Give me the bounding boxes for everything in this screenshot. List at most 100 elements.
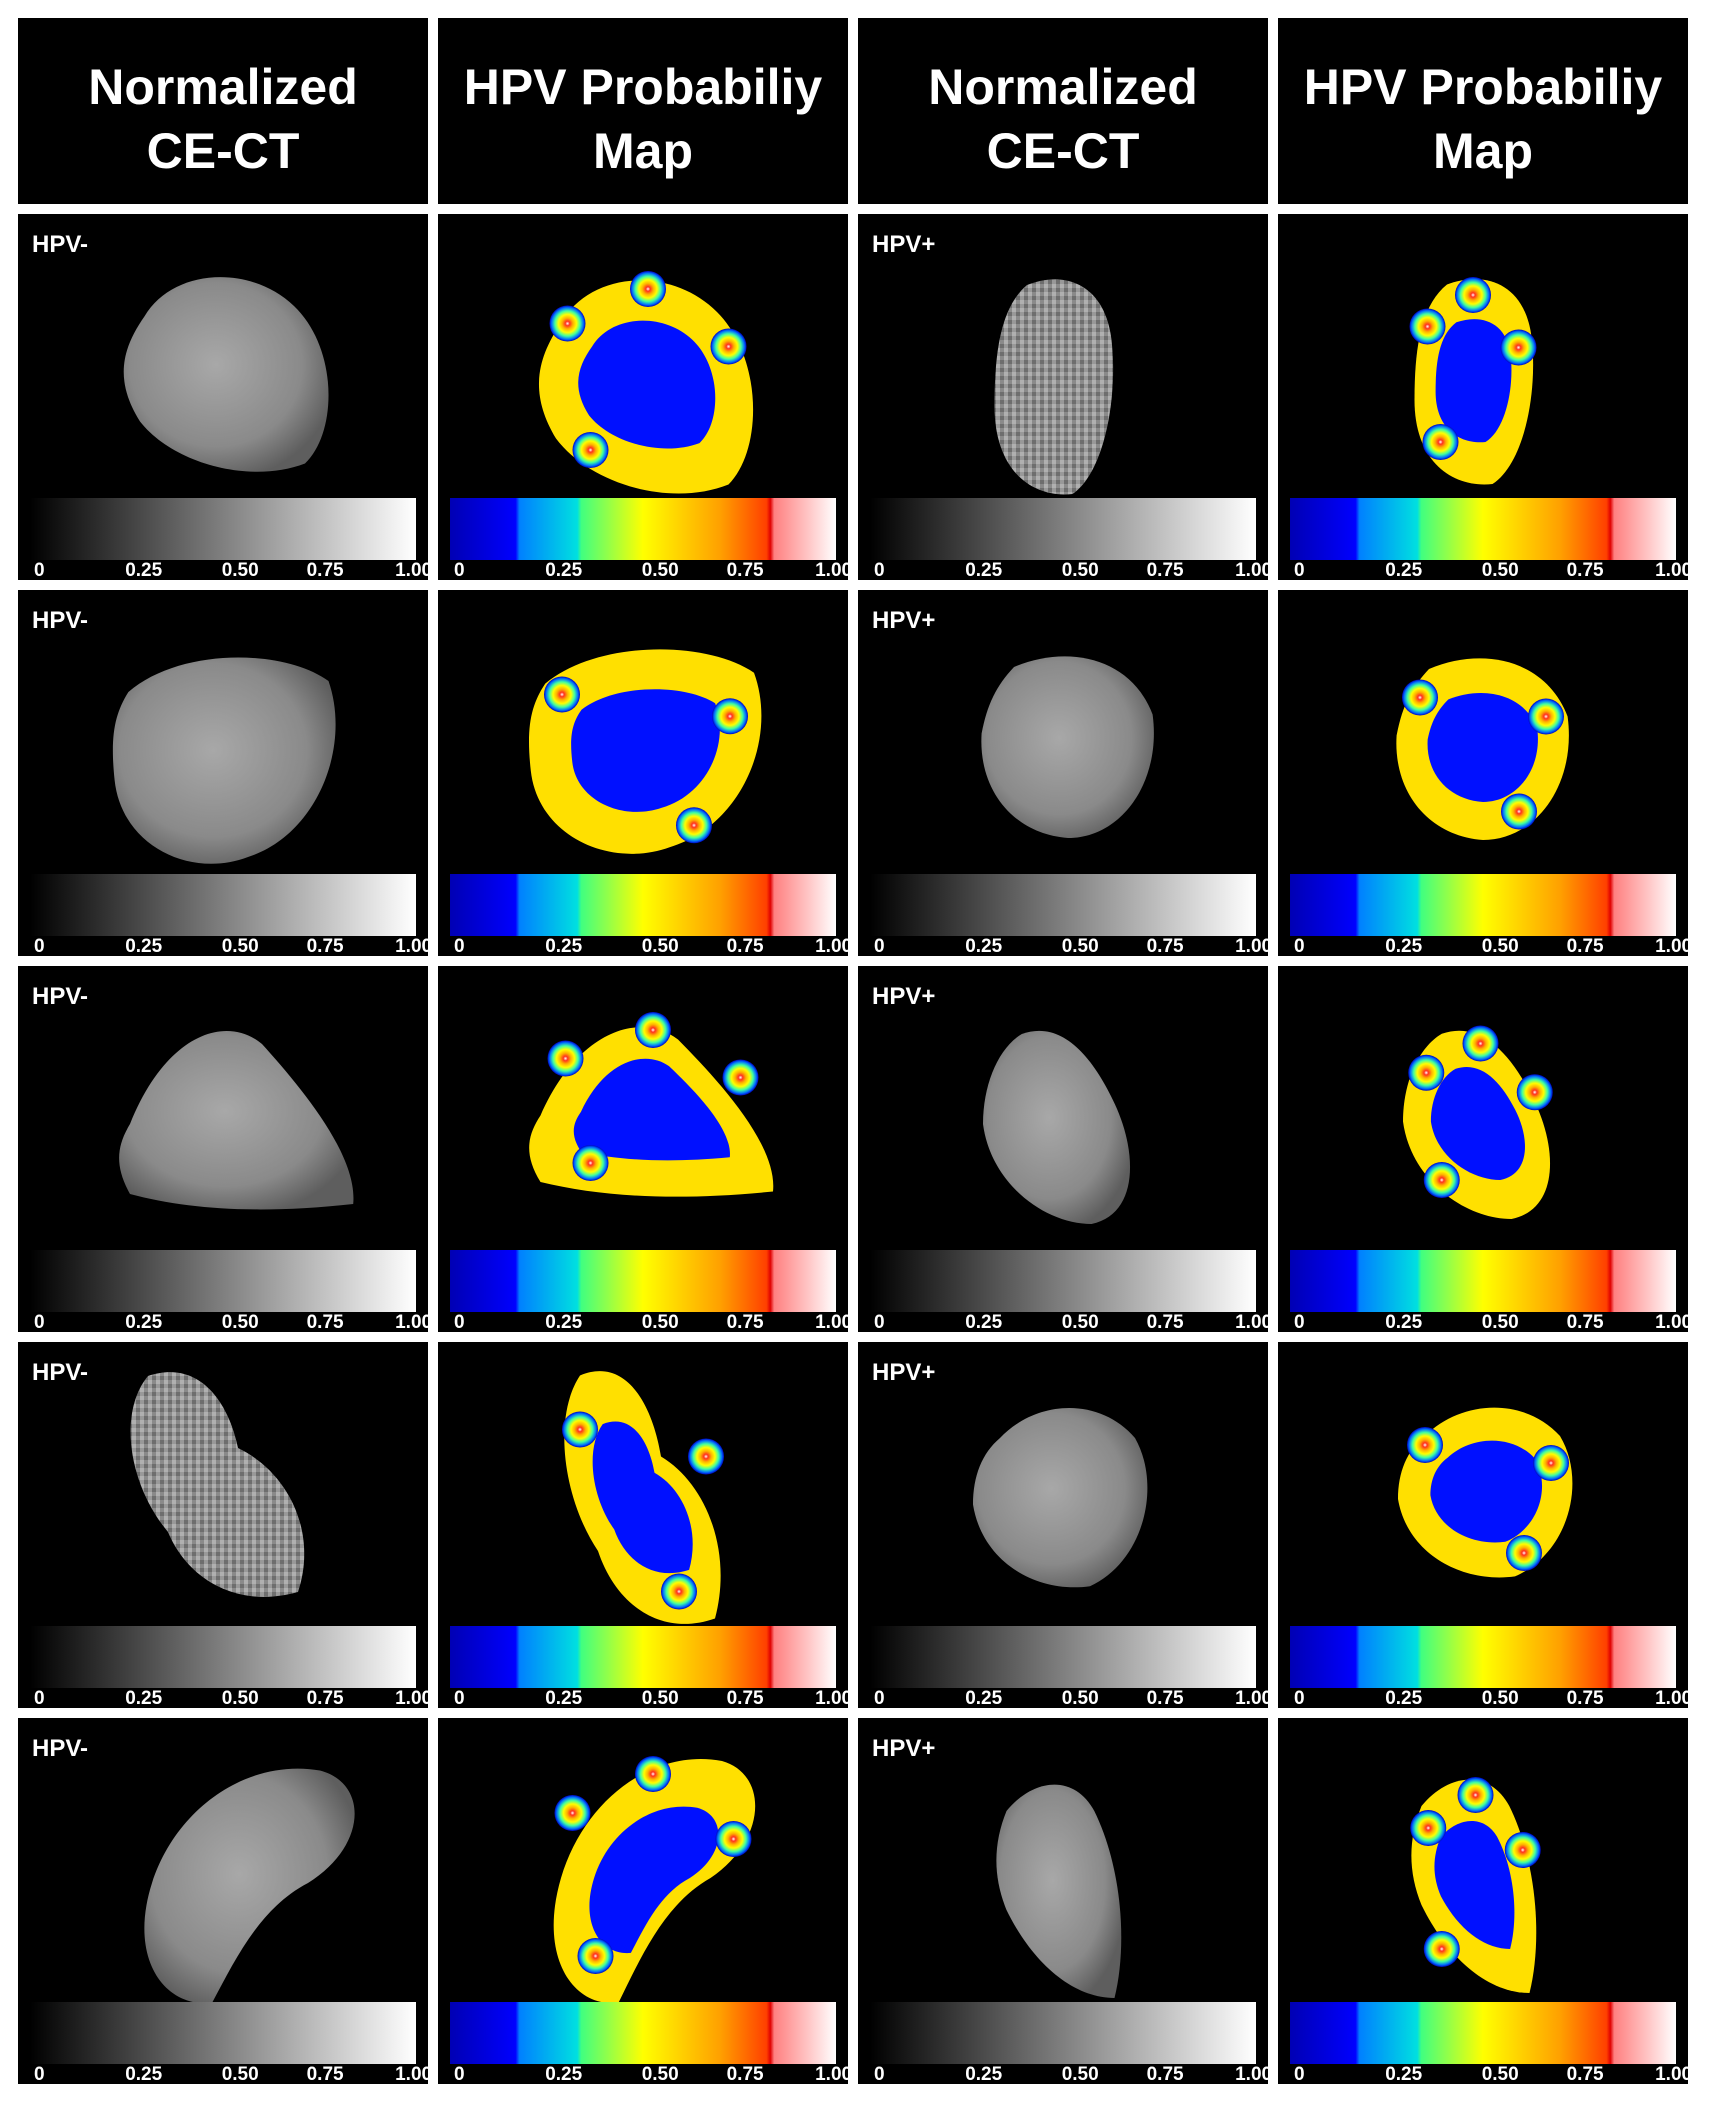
r2-c1-hotspot-4 [572,1145,609,1181]
r2-c3-hotspot-4 [1423,1162,1460,1198]
r1-c0-colorbar [30,874,416,936]
r3-c0-colorbar [30,1626,416,1688]
r3-c3-tick-2: 0.50 [1482,1688,1519,1709]
r2-c1-tick-3: 0.75 [727,1312,764,1333]
r1-c3-colorbar [1290,874,1676,936]
r4-c1-map-core [589,1806,719,1954]
r2-c3-colorbar [1290,1250,1676,1312]
r1-c2-tick-3: 0.75 [1147,936,1184,957]
r0-c1-hotspot-1 [710,328,747,365]
r0-c1-tick-2: 0.50 [642,560,679,581]
r3-c2-tick-3: 0.75 [1147,1688,1184,1709]
r1-c2-ct-tumor [981,656,1154,838]
r3-c1-hotspot-3 [661,1573,697,1610]
r0-c0-colorbar [30,498,416,560]
r2-c2-colorbar [870,1250,1256,1312]
r4-c3-hotspot-4 [1423,1931,1460,1967]
r1-c3-hotspot-1 [1528,698,1564,735]
r4-c3-tick-0: 0 [1294,2064,1305,2085]
r1-c1-hotspot-1 [712,698,748,735]
r2-c2-tick-4: 1.00 [1235,1312,1272,1333]
r0-c1-hotspot-0 [549,305,586,342]
r0-c3-hotspot-0 [1409,308,1446,345]
r2-c1-hotspot-1 [722,1059,759,1096]
r1-c1-hotspot-3 [676,807,712,844]
r3-c1-tick-0: 0 [454,1688,465,1709]
r4-c0-colorbar [30,2002,416,2064]
r1-c1-tick-4: 1.00 [815,936,852,957]
r4-c2-tick-2: 0.50 [1062,2064,1099,2085]
r1-c1-tick-0: 0 [454,936,465,957]
r0-c1-map-core [578,320,716,449]
r3-c2-colorbar [870,1626,1256,1688]
r2-c2-tick-1: 0.25 [965,1312,1002,1333]
r2-c0-tick-2: 0.50 [222,1312,259,1333]
r1-c3-map-core [1427,693,1538,802]
r4-c1-hotspot-1 [715,1821,752,1857]
r4-c2-tick-0: 0 [874,2064,885,2085]
r4-c0-tick-2: 0.50 [222,2064,259,2085]
r2-c3-hotspot-0 [1408,1054,1445,1091]
r1-c1-colorbar [450,874,836,936]
r4-c1-hotspot-4 [577,1938,614,1974]
r0-c0-tick-4: 1.00 [395,560,432,581]
r2-c1-colorbar [450,1250,836,1312]
r4-c1-hotspot-2 [635,1756,671,1792]
r3-c1-tick-1: 0.25 [545,1688,582,1709]
r0-c3-tick-4: 1.00 [1655,560,1692,581]
r0-c0-tick-0: 0 [34,560,45,581]
r1-c1-tick-1: 0.25 [545,936,582,957]
r2-c1-tick-0: 0 [454,1312,465,1333]
r4-c1-tick-1: 0.25 [545,2064,582,2085]
r1-c1-hotspot-0 [544,676,580,713]
r0-c3-tick-2: 0.50 [1482,560,1519,581]
r2-c0-tick-4: 1.00 [395,1312,432,1333]
r2-c0-tick-3: 0.75 [307,1312,344,1333]
r3-c1-colorbar [450,1626,836,1688]
r1-c3-tick-3: 0.75 [1567,936,1604,957]
r3-c3-colorbar [1290,1626,1676,1688]
r4-c2-tick-3: 0.75 [1147,2064,1184,2085]
r3-c0-tick-2: 0.50 [222,1688,259,1709]
r0-c2-colorbar [870,498,1256,560]
r4-c2-ct-tumor [996,1784,1122,1998]
r3-c3-tick-4: 1.00 [1655,1688,1692,1709]
r2-c1-map-core [573,1058,730,1161]
header-cell-2 [858,18,1268,204]
r3-c2-ct-tumor [973,1408,1148,1588]
r4-c3-tick-2: 0.50 [1482,2064,1519,2085]
r2-c0-tick-1: 0.25 [125,1312,162,1333]
r3-c3-map-core [1430,1440,1543,1543]
r1-c3-tick-4: 1.00 [1655,936,1692,957]
r2-c3-tick-0: 0 [1294,1312,1305,1333]
header-line2-col2: CE-CT [987,123,1140,179]
r1-c0-hpv-label: HPV- [32,607,88,634]
r4-c3-hotspot-0 [1410,1810,1447,1846]
r1-c1-map-core [571,689,720,812]
r3-c1-hotspot-0 [562,1411,598,1448]
r0-c2-hpv-label: HPV+ [872,231,935,258]
r0-c1-tick-4: 1.00 [815,560,852,581]
header-line1-col3: HPV Probabiliy [1304,59,1663,115]
r0-c0-tick-1: 0.25 [125,560,162,581]
r4-c3-tick-3: 0.75 [1567,2064,1604,2085]
r2-c3-hotspot-1 [1516,1074,1553,1111]
r1-c2-tick-0: 0 [874,936,885,957]
r1-c2-hpv-label: HPV+ [872,607,935,634]
r3-c3-tick-1: 0.25 [1385,1688,1422,1709]
r0-c1-tick-1: 0.25 [545,560,582,581]
r3-c2-tick-4: 1.00 [1235,1688,1272,1709]
r3-c3-tick-3: 0.75 [1567,1688,1604,1709]
r3-c3-hotspot-0 [1407,1427,1443,1463]
r4-c0-tick-0: 0 [34,2064,45,2085]
r1-c0-tick-1: 0.25 [125,936,162,957]
r2-c2-ct-tumor [983,1030,1131,1224]
r0-c3-tick-3: 0.75 [1567,560,1604,581]
r4-c2-colorbar [870,2002,1256,2064]
r0-c0-ct-tumor [123,277,329,472]
r2-c0-ct-tumor [119,1030,354,1210]
r0-c2-tick-2: 0.50 [1062,560,1099,581]
r4-c0-hpv-label: HPV- [32,1735,88,1762]
r0-c3-map-core [1435,319,1512,443]
r0-c2-ct-tumor [994,279,1114,495]
